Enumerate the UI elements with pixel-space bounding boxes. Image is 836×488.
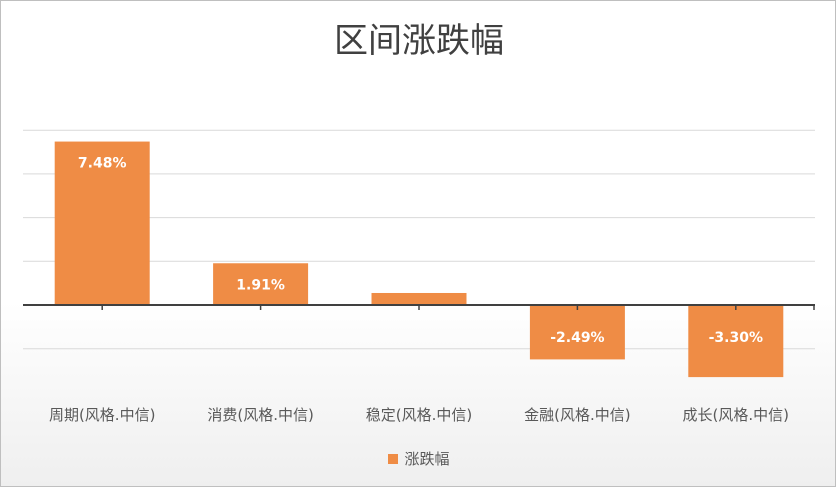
bar	[371, 292, 467, 305]
bar	[213, 263, 309, 305]
bars	[54, 141, 784, 378]
category-label: 周期(风格.中信)	[49, 406, 155, 424]
category-label: 金融(风格.中信)	[524, 406, 630, 424]
bar-data-label: 7.48%	[78, 156, 127, 172]
data-labels: 7.48% 1.91% -2.49% -3.30%	[78, 156, 763, 346]
bar-data-label: -2.49%	[550, 330, 604, 346]
bar-data-label: 1.91%	[236, 277, 285, 293]
x-axis	[23, 304, 815, 310]
chart-title: 区间涨跌幅	[334, 21, 504, 61]
bar	[688, 305, 784, 378]
gridlines	[23, 129, 815, 350]
category-label: 稳定(风格.中信)	[366, 406, 472, 424]
bar	[54, 141, 150, 305]
category-label: 消费(风格.中信)	[207, 406, 313, 424]
legend: 涨跌幅	[1, 448, 836, 469]
bar-data-label: -3.30%	[709, 330, 763, 346]
legend-label: 涨跌幅	[404, 450, 450, 468]
legend-swatch	[388, 454, 399, 464]
category-label: 成长(风格.中信)	[683, 406, 789, 424]
bar	[529, 305, 625, 360]
category-labels: 周期(风格.中信) 消费(风格.中信) 稳定(风格.中信) 金融(风格.中信) 成长(风…	[49, 406, 789, 424]
